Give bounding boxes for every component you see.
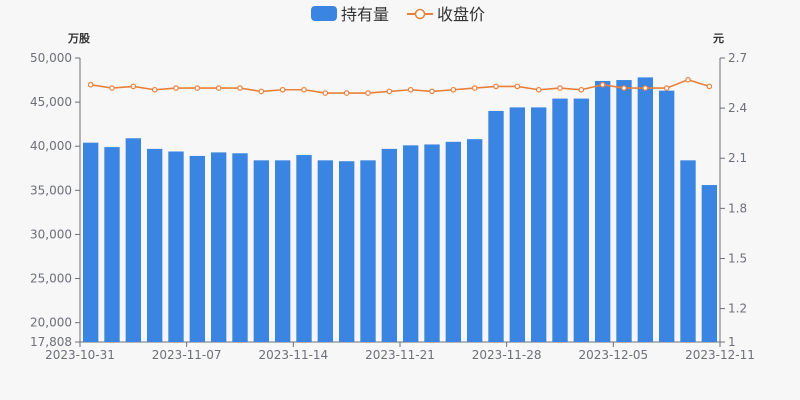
bar-holdings[interactable] [82,142,99,342]
bar-holdings[interactable] [146,148,163,342]
y-left-tick-label: 40,000 [30,139,72,153]
y-left-unit: 万股 [67,32,91,45]
legend-item-close-price[interactable]: 收盘价 [407,5,485,24]
bar-holdings[interactable] [210,152,227,342]
legend[interactable]: 持有量 收盘价 [311,5,485,24]
point-close-price[interactable] [365,90,371,96]
y-right-tick-label: 1.8 [728,201,747,215]
line-close-price [90,78,710,94]
point-close-price[interactable] [599,81,606,88]
point-close-price[interactable] [322,90,329,96]
x-tick-label: 2023-11-28 [472,348,542,362]
bar-holdings[interactable] [680,160,696,342]
point-close-price[interactable] [493,83,499,90]
point-close-price[interactable] [279,86,286,93]
point-close-price[interactable] [706,83,713,90]
y-right-tick-label: 1.2 [728,302,747,316]
legend-swatch-holdings [311,6,337,21]
point-close-price[interactable] [685,76,691,83]
bar-holdings[interactable] [104,147,120,342]
point-close-price[interactable] [215,85,222,91]
point-close-price[interactable] [194,85,201,91]
y-left-tick-label: 25,000 [30,272,72,286]
y-left-tick-label: 45,000 [30,95,72,109]
bar-holdings[interactable] [402,145,419,342]
y-left-tick-label: 17,808 [30,335,72,349]
point-close-price[interactable] [173,85,179,91]
bar-holdings[interactable] [381,148,398,342]
bar-holdings[interactable] [317,160,334,342]
x-tick-label: 2023-12-05 [578,348,648,362]
point-close-price[interactable] [535,86,542,93]
legend-label-holdings: 持有量 [341,5,389,24]
legend-label-close-price: 收盘价 [437,5,485,24]
point-close-price[interactable] [514,83,521,90]
x-tick-label: 2023-11-07 [152,348,222,362]
point-close-price[interactable] [621,85,627,91]
point-close-price[interactable] [471,85,478,91]
bar-holdings[interactable] [360,160,376,342]
bar-holdings[interactable] [637,77,654,343]
x-tick-label: 2023-11-21 [365,348,435,362]
bar-holdings[interactable] [552,98,568,342]
bar-holdings[interactable] [509,107,526,342]
point-close-price[interactable] [151,86,158,93]
y-left-tick-label: 50,000 [30,51,72,65]
point-close-price[interactable] [237,85,243,91]
point-close-price[interactable] [301,86,307,93]
bar-holdings[interactable] [232,153,248,342]
point-close-price[interactable] [258,88,265,95]
y-left-tick-label: 20,000 [30,316,72,330]
point-close-price[interactable] [642,85,649,91]
point-close-price[interactable] [343,90,350,96]
axes: 17,808 20,000 25,000 30,000 35,000 40,000 45,0… [30,51,755,362]
point-close-price[interactable] [130,83,137,90]
point-close-price[interactable] [578,86,585,93]
bar-holdings[interactable] [168,151,184,342]
point-close-price[interactable] [557,85,563,91]
bar-series-holdings [82,77,718,343]
bar-holdings[interactable] [274,160,291,342]
bar-holdings[interactable] [296,155,312,342]
y-right-tick-label: 1 [728,335,736,349]
x-tick-label: 2023-10-31 [45,348,115,362]
y-right-tick-label: 2.1 [728,151,747,165]
bar-holdings[interactable] [573,98,590,342]
bar-holdings[interactable] [189,155,206,342]
bar-holdings[interactable] [125,138,142,342]
bar-holdings[interactable] [424,144,440,342]
point-close-price[interactable] [450,86,457,93]
line-series-close-price [87,76,713,96]
bar-holdings[interactable] [616,80,632,342]
bar-holdings[interactable] [253,160,270,342]
bar-holdings[interactable] [488,110,504,342]
point-close-price[interactable] [663,85,670,91]
y-right-tick-label: 2.4 [728,101,747,115]
bar-holdings[interactable] [658,90,675,342]
bar-holdings[interactable] [701,185,718,342]
point-close-price[interactable] [87,81,94,88]
bar-holdings[interactable] [338,161,355,342]
y-left-tick-label: 30,000 [30,227,72,241]
point-close-price[interactable] [407,86,414,93]
point-close-price[interactable] [109,85,115,91]
legend-marker-close-price [414,8,426,20]
y-right-tick-label: 2.7 [728,51,747,65]
bar-holdings[interactable] [594,80,611,342]
x-tick-label: 2023-12-11 [685,348,755,362]
y-left-tick-label: 35,000 [30,183,72,197]
y-right-tick-label: 1.5 [728,251,747,265]
bar-holdings[interactable] [530,107,547,342]
bar-holdings[interactable] [466,139,483,342]
point-close-price[interactable] [386,88,393,95]
x-tick-label: 2023-11-14 [258,348,328,362]
legend-item-holdings[interactable]: 持有量 [311,5,389,24]
bar-holdings[interactable] [445,141,462,342]
point-close-price[interactable] [429,88,435,95]
y-right-unit: 元 [713,32,724,45]
